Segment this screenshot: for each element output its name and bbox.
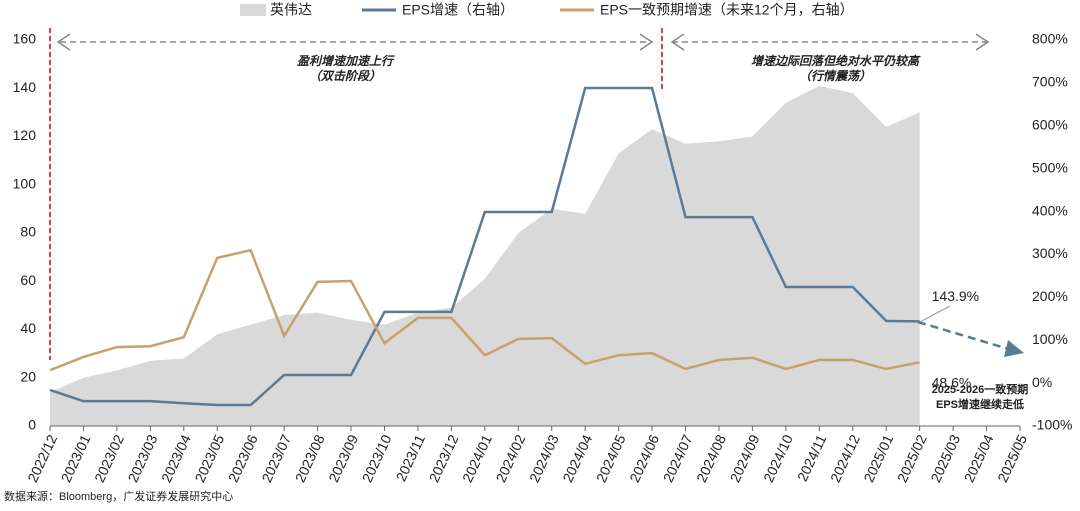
x-tick-label: 2025/02 (894, 432, 930, 485)
annotation: 盈利增速加速上行 (297, 54, 395, 68)
y2-tick-label: 0% (1032, 374, 1052, 390)
x-tick-label: 2023/03 (125, 432, 161, 485)
x-tick-label: 2024/01 (459, 432, 495, 485)
x-tick-label: 2023/04 (158, 432, 194, 485)
y-tick-label: 160 (13, 31, 37, 47)
y2-tick-label: 200% (1032, 288, 1068, 304)
legend-swatch (240, 4, 266, 16)
x-tick-label: 2023/09 (325, 432, 361, 485)
annotation: 2025-2026一致预期 (932, 382, 1029, 396)
x-tick-label: 2024/09 (727, 432, 763, 485)
y2-tick-label: 700% (1032, 74, 1068, 90)
annotation: EPS增速继续走低 (936, 397, 1024, 411)
legend-label: EPS增速（右轴） (402, 2, 514, 18)
x-tick-label: 2024/10 (760, 432, 796, 485)
y2-tick-label: -100% (1032, 417, 1072, 433)
line (49, 248, 920, 372)
legend-label: 英伟达 (270, 2, 312, 18)
x-tick-label: 2023/06 (225, 432, 261, 485)
y2-tick-label: 500% (1032, 159, 1068, 175)
y-tick-label: 100 (13, 175, 37, 191)
x-tick-label: 2024/11 (794, 432, 830, 484)
x-tick-label: 2025/03 (927, 432, 963, 485)
area (50, 85, 920, 427)
data-label: 143.9% (932, 288, 979, 304)
y2-tick-label: 800% (1032, 31, 1068, 47)
y-tick-label: 60 (20, 272, 36, 288)
x-tick-label: 2024/05 (593, 432, 629, 485)
y2-tick-label: 100% (1032, 331, 1068, 347)
label-leader (919, 305, 951, 323)
y-tick-label: 20 (20, 368, 36, 384)
x-tick-label: 2024/06 (626, 432, 662, 485)
annotation: （双击阶段） (309, 69, 381, 83)
y-tick-label: 120 (13, 127, 37, 143)
x-tick-label: 2023/07 (258, 432, 294, 485)
x-tick-label: 2022/12 (24, 432, 60, 485)
x-tick-label: 2023/08 (292, 432, 328, 485)
forecast-arrow (917, 320, 1013, 352)
phase-arrowhead (56, 33, 654, 51)
data-label: 48.6% (932, 375, 972, 391)
x-tick-label: 2024/03 (526, 432, 562, 485)
legend-label: EPS一致预期增速（未来12个月，右轴） (600, 2, 854, 18)
x-tick-label: 2024/12 (827, 432, 863, 485)
forecast-arrowhead (1004, 340, 1024, 357)
source: 数据来源：Bloomberg，广发证券发展研究中心 (4, 489, 233, 503)
x-tick-label: 2023/12 (426, 432, 462, 485)
x-tick-label: 2023/02 (91, 432, 127, 485)
y2-tick-label: 300% (1032, 245, 1068, 261)
annotation: （行情震荡） (799, 69, 871, 83)
x-tick-label: 2024/07 (660, 432, 696, 485)
y-tick-label: 140 (13, 79, 37, 95)
phase-arrowhead (670, 33, 990, 51)
x-tick-label: 2025/05 (994, 432, 1030, 485)
x-tick-label: 2023/01 (58, 432, 94, 485)
x-tick-label: 2023/11 (393, 432, 429, 484)
x-tick-label: 2024/08 (693, 432, 729, 485)
y2-tick-label: 400% (1032, 202, 1068, 218)
x-tick-label: 2023/05 (191, 432, 227, 485)
annotation: 增速边际回落但绝对水平仍较高 (751, 54, 921, 68)
x-tick-label: 2025/04 (961, 432, 997, 485)
x-tick-label: 2023/10 (359, 432, 395, 485)
line (49, 86, 920, 407)
plot-layer (50, 85, 920, 427)
x-tick-label: 2024/02 (492, 432, 528, 485)
y-tick-label: 80 (20, 224, 36, 240)
y2-tick-label: 600% (1032, 116, 1068, 132)
x-tick-label: 2025/01 (860, 432, 896, 485)
y-tick-label: 40 (20, 320, 36, 336)
x-tick-label: 2024/04 (559, 432, 595, 485)
y-tick-label: 0 (28, 417, 36, 433)
